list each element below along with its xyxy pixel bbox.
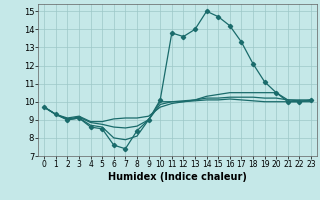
X-axis label: Humidex (Indice chaleur): Humidex (Indice chaleur) (108, 172, 247, 182)
